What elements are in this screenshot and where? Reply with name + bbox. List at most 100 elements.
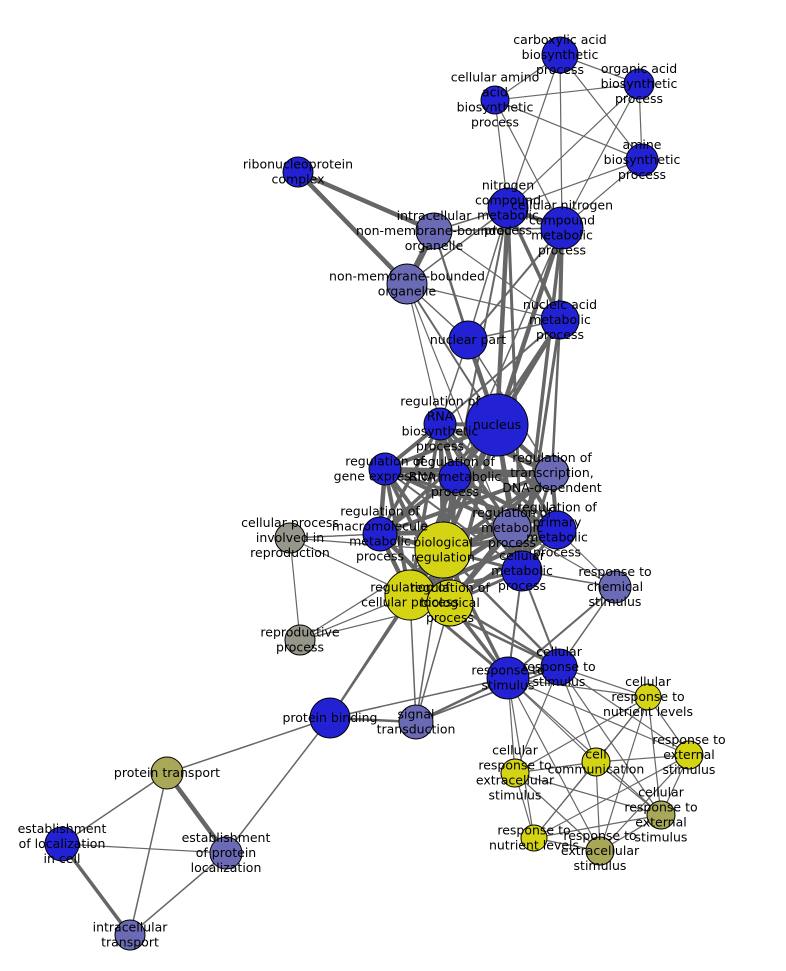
graph-edge[interactable]	[289, 537, 301, 641]
graph-edge[interactable]	[514, 696, 649, 774]
node-circle[interactable]	[423, 407, 457, 441]
graph-edge[interactable]	[439, 319, 561, 425]
graph-node[interactable]	[540, 300, 580, 340]
graph-edge[interactable]	[507, 677, 662, 816]
node-circle[interactable]	[541, 36, 579, 74]
graph-edge[interactable]	[559, 54, 563, 229]
node-circle[interactable]	[274, 522, 306, 554]
graph-edge[interactable]	[595, 761, 601, 852]
graph-edge[interactable]	[60, 842, 132, 937]
node-circle[interactable]	[598, 570, 632, 604]
node-circle[interactable]	[282, 156, 314, 188]
node-circle[interactable]	[114, 919, 146, 951]
node-circle[interactable]	[634, 683, 662, 711]
node-circle[interactable]	[646, 800, 676, 830]
graph-edge[interactable]	[559, 54, 643, 161]
graph-edge[interactable]	[407, 527, 560, 598]
graph-edge[interactable]	[507, 677, 690, 756]
node-circle[interactable]	[540, 648, 578, 686]
graph-edge[interactable]	[61, 843, 227, 854]
graph-edge[interactable]	[506, 206, 562, 322]
graph-node[interactable]	[282, 156, 314, 188]
graph-node[interactable]	[368, 452, 402, 486]
node-circle[interactable]	[501, 550, 543, 592]
node-circle[interactable]	[585, 836, 615, 866]
graph-node[interactable]	[537, 510, 577, 550]
graph-node[interactable]	[448, 320, 488, 360]
node-circle[interactable]	[625, 143, 659, 177]
graph-edge[interactable]	[514, 772, 601, 852]
graph-edge[interactable]	[550, 318, 562, 475]
graph-edge[interactable]	[295, 169, 437, 234]
graph-edge[interactable]	[507, 159, 643, 209]
graph-node[interactable]	[534, 455, 570, 491]
graph-edge[interactable]	[507, 677, 649, 698]
graph-edge[interactable]	[514, 772, 662, 816]
graph-node[interactable]	[362, 516, 398, 552]
node-circle[interactable]	[465, 393, 529, 457]
graph-edge[interactable]	[494, 99, 643, 161]
graph-node[interactable]	[415, 212, 453, 250]
graph-node[interactable]	[438, 460, 472, 494]
node-circle[interactable]	[448, 320, 488, 360]
graph-edge[interactable]	[129, 772, 168, 936]
graph-node[interactable]	[487, 187, 529, 229]
graph-node[interactable]	[309, 697, 351, 739]
node-circle[interactable]	[362, 516, 398, 552]
node-circle[interactable]	[415, 212, 453, 250]
graph-node[interactable]	[500, 758, 530, 788]
graph-edge[interactable]	[295, 169, 410, 287]
node-circle[interactable]	[537, 510, 577, 550]
graph-edge[interactable]	[511, 527, 616, 588]
node-circle[interactable]	[520, 824, 548, 852]
node-circle[interactable]	[398, 704, 434, 740]
node-circle[interactable]	[540, 300, 580, 340]
node-circle[interactable]	[674, 740, 704, 770]
node-circle[interactable]	[487, 187, 529, 229]
graph-node[interactable]	[209, 836, 243, 870]
graph-node[interactable]	[646, 800, 676, 830]
graph-edge[interactable]	[558, 666, 662, 816]
node-circle[interactable]	[486, 656, 530, 700]
graph-edge[interactable]	[595, 754, 690, 763]
graph-node[interactable]	[150, 756, 184, 790]
node-circle[interactable]	[414, 521, 472, 579]
graph-node[interactable]	[623, 68, 655, 100]
graph-edge[interactable]	[599, 754, 690, 852]
graph-node[interactable]	[284, 624, 316, 656]
graph-edge[interactable]	[406, 207, 509, 285]
graph-node[interactable]	[486, 656, 530, 700]
graph-node[interactable]	[541, 36, 579, 74]
graph-edge[interactable]	[415, 549, 444, 723]
node-circle[interactable]	[581, 747, 611, 777]
graph-edge[interactable]	[507, 586, 616, 679]
graph-edge[interactable]	[129, 852, 227, 936]
graph-edge[interactable]	[406, 283, 441, 425]
graph-edge[interactable]	[225, 717, 331, 854]
graph-node[interactable]	[274, 522, 306, 554]
graph-edge[interactable]	[383, 467, 514, 530]
graph-node[interactable]	[465, 393, 529, 457]
node-circle[interactable]	[540, 206, 584, 250]
graph-edge[interactable]	[467, 227, 563, 341]
node-circle[interactable]	[368, 452, 402, 486]
graph-edge[interactable]	[164, 770, 229, 856]
graph-node[interactable]	[634, 683, 662, 711]
graph-edge[interactable]	[166, 717, 331, 774]
graph-node[interactable]	[426, 579, 474, 627]
node-circle[interactable]	[284, 624, 316, 656]
graph-node[interactable]	[585, 836, 615, 866]
graph-node[interactable]	[674, 740, 704, 770]
node-circle[interactable]	[623, 68, 655, 100]
graph-node[interactable]	[492, 508, 532, 548]
graph-node[interactable]	[598, 570, 632, 604]
graph-edge[interactable]	[433, 230, 561, 321]
graph-edge[interactable]	[494, 83, 640, 101]
graph-node[interactable]	[386, 263, 428, 305]
graph-node[interactable]	[520, 824, 548, 852]
graph-node[interactable]	[114, 919, 146, 951]
node-circle[interactable]	[492, 508, 532, 548]
graph-node[interactable]	[414, 521, 472, 579]
graph-edge[interactable]	[494, 99, 563, 229]
